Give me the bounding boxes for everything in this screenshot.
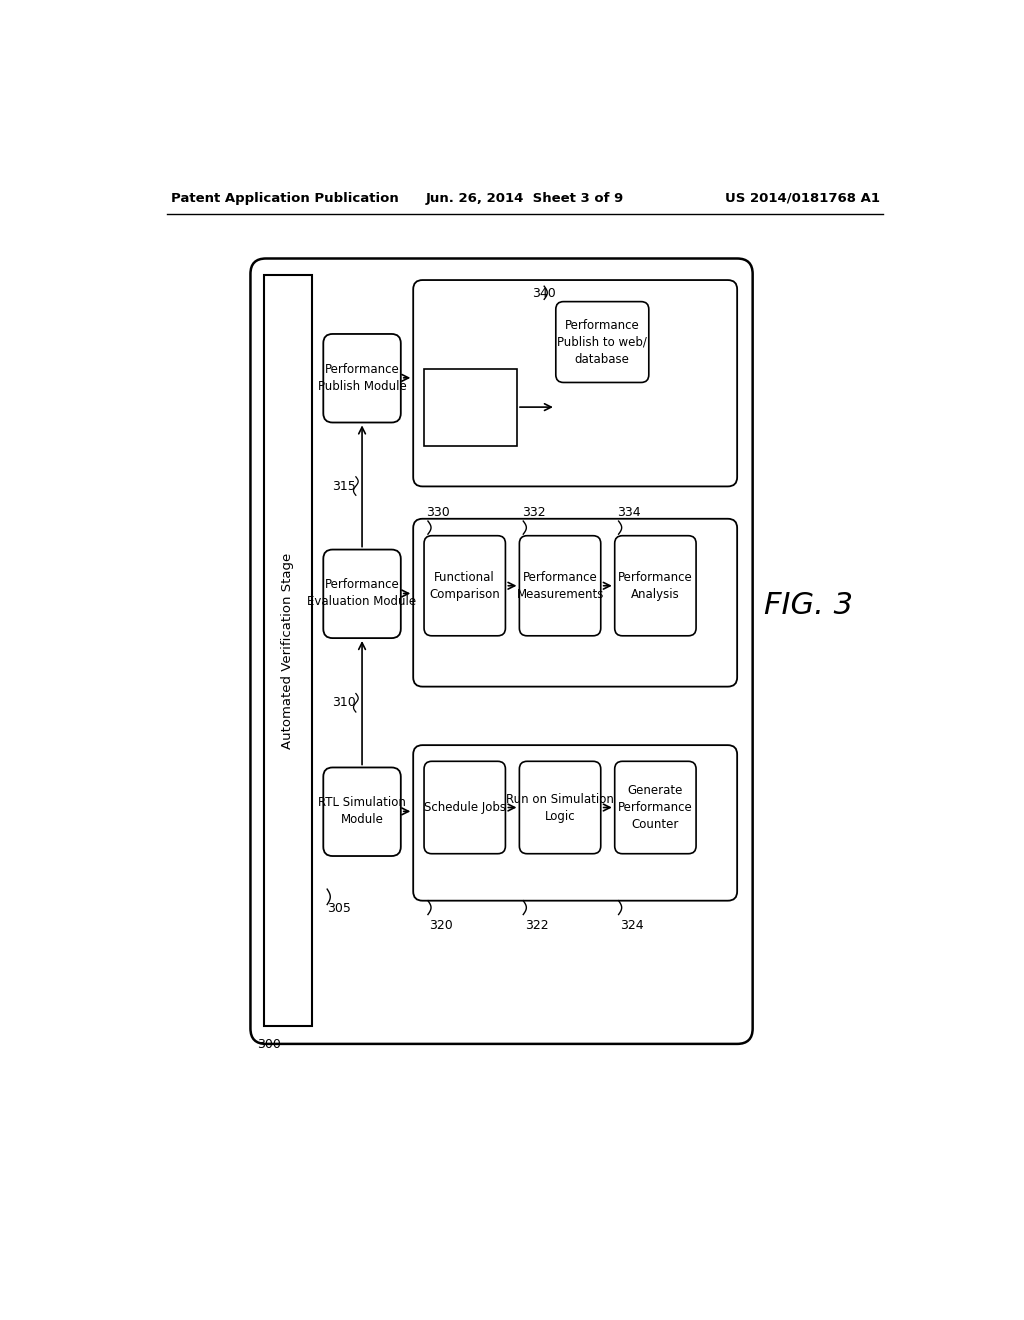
Text: Performance
Evaluation Module: Performance Evaluation Module	[307, 578, 417, 609]
FancyBboxPatch shape	[414, 519, 737, 686]
FancyBboxPatch shape	[251, 259, 753, 1044]
Text: Performance
Publish Module: Performance Publish Module	[317, 363, 407, 393]
FancyBboxPatch shape	[424, 536, 506, 636]
Text: 315: 315	[332, 479, 356, 492]
FancyBboxPatch shape	[324, 767, 400, 857]
FancyBboxPatch shape	[324, 549, 400, 638]
FancyBboxPatch shape	[556, 302, 649, 383]
FancyBboxPatch shape	[324, 334, 400, 422]
FancyBboxPatch shape	[414, 280, 737, 487]
FancyBboxPatch shape	[614, 536, 696, 636]
Text: 322: 322	[524, 919, 549, 932]
Text: 334: 334	[617, 506, 641, 519]
Text: Performance
Analysis: Performance Analysis	[618, 570, 693, 601]
Text: Generate
Performance
Counter: Generate Performance Counter	[618, 784, 693, 832]
Text: Schedule Jobs: Schedule Jobs	[424, 801, 506, 814]
Text: 340: 340	[532, 288, 556, 301]
Text: 324: 324	[621, 919, 644, 932]
FancyBboxPatch shape	[414, 744, 737, 900]
Text: Patent Application Publication: Patent Application Publication	[171, 191, 398, 205]
Text: 310: 310	[332, 696, 356, 709]
Bar	[263, 276, 311, 1026]
FancyBboxPatch shape	[519, 536, 601, 636]
Text: 332: 332	[521, 506, 546, 519]
Text: Performance
Measurements: Performance Measurements	[516, 570, 604, 601]
Text: Functional
Comparison: Functional Comparison	[429, 570, 500, 601]
Text: Automated Verification Stage: Automated Verification Stage	[282, 553, 294, 748]
FancyBboxPatch shape	[614, 762, 696, 854]
Text: 320: 320	[429, 919, 454, 932]
Text: US 2014/0181768 A1: US 2014/0181768 A1	[725, 191, 880, 205]
Text: FIG. 3: FIG. 3	[764, 590, 853, 619]
Text: Performance
Publish to web/
database: Performance Publish to web/ database	[557, 318, 647, 366]
Text: 330: 330	[426, 506, 451, 519]
FancyBboxPatch shape	[519, 762, 601, 854]
FancyBboxPatch shape	[424, 762, 506, 854]
Text: 305: 305	[328, 903, 351, 915]
Text: 300: 300	[257, 1038, 281, 1051]
Text: Run on Simulation
Logic: Run on Simulation Logic	[506, 792, 614, 822]
Text: RTL Simulation
Module: RTL Simulation Module	[318, 796, 406, 826]
Text: Jun. 26, 2014  Sheet 3 of 9: Jun. 26, 2014 Sheet 3 of 9	[426, 191, 624, 205]
Bar	[424, 368, 517, 446]
